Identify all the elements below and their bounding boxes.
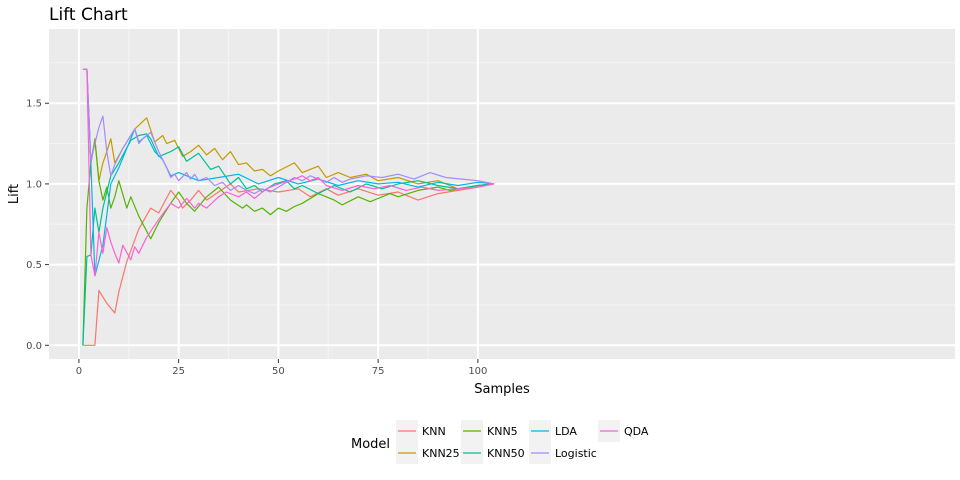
series-lines [82,68,494,346]
y-tick-label: 0.0 [26,341,42,352]
x-tick-label: 100 [468,366,487,377]
x-tick-label: 75 [372,366,385,377]
x-tick-label: 25 [172,366,185,377]
legend: Model KNN KNN25 KNN5 KNN50 LDA Logistic QDA [351,420,649,464]
legend-label: Logistic [555,447,597,460]
plot-panel [49,29,955,359]
series-line-knn [82,183,494,346]
legend-title: Model [351,437,390,452]
y-axis-title: Lift [7,184,22,204]
series-line-knn25 [82,68,494,190]
y-tick-label: 1.5 [26,99,42,110]
y-axis: 0.0 0.5 1.0 1.5 [26,99,49,352]
minor-gridlines [49,29,955,359]
legend-label: KNN5 [487,425,518,438]
legend-label: LDA [555,425,577,438]
x-tick-label: 0 [76,366,82,377]
legend-label: QDA [624,425,649,438]
y-tick-label: 1.0 [26,179,42,190]
series-line-logistic [82,68,494,195]
major-gridlines [49,29,955,359]
legend-label: KNN25 [422,447,460,460]
x-axis-title: Samples [474,382,530,397]
series-line-knn50 [82,133,494,346]
x-tick-label: 50 [272,366,285,377]
series-line-qda [82,68,494,277]
chart-title: Lift Chart [49,5,128,25]
legend-label: KNN [422,425,446,438]
legend-label: KNN50 [487,447,525,460]
x-axis: 0 25 50 75 100 [76,359,487,377]
y-tick-label: 0.5 [26,260,42,271]
series-line-knn5 [82,139,494,346]
